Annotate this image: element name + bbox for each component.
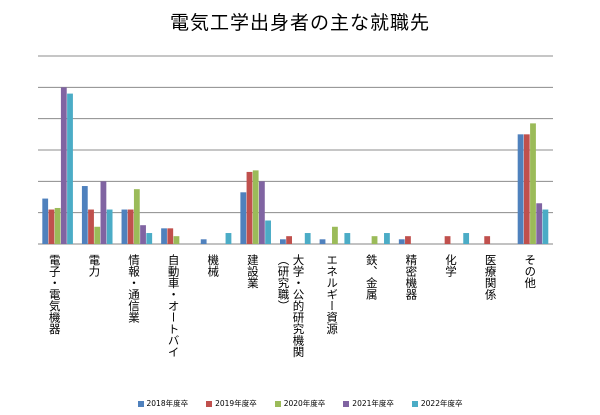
bar	[384, 233, 390, 244]
legend-item: 2018年度卒	[137, 398, 189, 409]
bar	[444, 236, 451, 244]
bar	[252, 170, 259, 244]
legend: 2018年度卒 2019年度卒 2020年度卒 2021年度卒 2022年度卒	[0, 398, 600, 409]
bar	[398, 239, 405, 244]
category-sublabel: （研究職）	[276, 254, 291, 312]
bar	[240, 192, 247, 244]
bar	[530, 123, 536, 244]
legend-label: 2018年度卒	[146, 399, 189, 408]
bar	[127, 209, 134, 244]
bar	[146, 233, 153, 244]
legend-item: 2020年度卒	[274, 398, 326, 409]
legend-swatch	[206, 400, 213, 407]
bar	[54, 207, 61, 244]
category-label: エネルギー資源	[325, 254, 340, 335]
bar	[405, 236, 411, 244]
bar	[265, 220, 271, 244]
bar	[286, 236, 292, 244]
bar	[517, 134, 524, 244]
legend-label: 2021年度卒	[352, 399, 394, 408]
category-label: 機械	[206, 254, 221, 277]
bar	[121, 209, 128, 244]
chart-title: 電気工学出身者の主な就職先	[169, 12, 430, 34]
bar	[94, 226, 101, 244]
legend-swatch	[343, 400, 350, 407]
bar	[200, 239, 207, 244]
bar	[167, 228, 174, 244]
category-label: 自動車・オートバイ	[166, 254, 181, 358]
bar	[542, 209, 549, 244]
category-label: 大学・公的研究機関	[291, 254, 306, 358]
bar	[523, 134, 530, 244]
category-label: 電子・電気機器	[47, 254, 62, 335]
legend-label: 2022年度卒	[420, 399, 463, 408]
bar	[42, 198, 49, 244]
bar	[536, 203, 543, 244]
legend-item: 2021年度卒	[343, 398, 394, 409]
category-label: 鉄、金属	[364, 254, 379, 300]
category-label: 精密機器	[404, 254, 419, 300]
bar	[48, 209, 55, 244]
category-label: その他	[523, 254, 538, 289]
legend-swatch	[274, 400, 281, 407]
bar	[106, 209, 113, 244]
bar	[133, 189, 140, 244]
bar	[88, 209, 94, 244]
bar	[161, 228, 167, 244]
bar	[100, 181, 107, 244]
category-label: 電力	[87, 254, 102, 277]
legend-swatch	[411, 400, 418, 407]
bar	[140, 225, 146, 244]
bar	[225, 233, 232, 244]
bar	[319, 239, 326, 244]
bar	[173, 236, 180, 244]
legend-label: 2020年度卒	[283, 399, 326, 408]
legend-swatch	[137, 400, 144, 407]
bar	[258, 181, 265, 244]
bar	[371, 236, 378, 244]
legend-label: 2019年度卒	[215, 399, 257, 408]
bars	[42, 87, 549, 244]
category-label: 化学	[443, 254, 458, 277]
bar	[280, 239, 286, 244]
bar	[332, 226, 338, 244]
category-label: 建設業	[245, 254, 260, 289]
bar	[463, 233, 470, 244]
bar	[344, 233, 351, 244]
bar	[81, 186, 88, 244]
legend-item: 2022年度卒	[411, 398, 463, 409]
bar	[484, 236, 491, 244]
category-label: 医療関係	[483, 254, 498, 300]
bar	[67, 93, 73, 244]
category-label: 情報・通信業	[127, 254, 142, 323]
bar	[246, 171, 253, 244]
bar	[60, 87, 67, 244]
bar	[304, 233, 311, 244]
gridlines	[38, 55, 553, 245]
legend-item: 2019年度卒	[206, 398, 257, 409]
